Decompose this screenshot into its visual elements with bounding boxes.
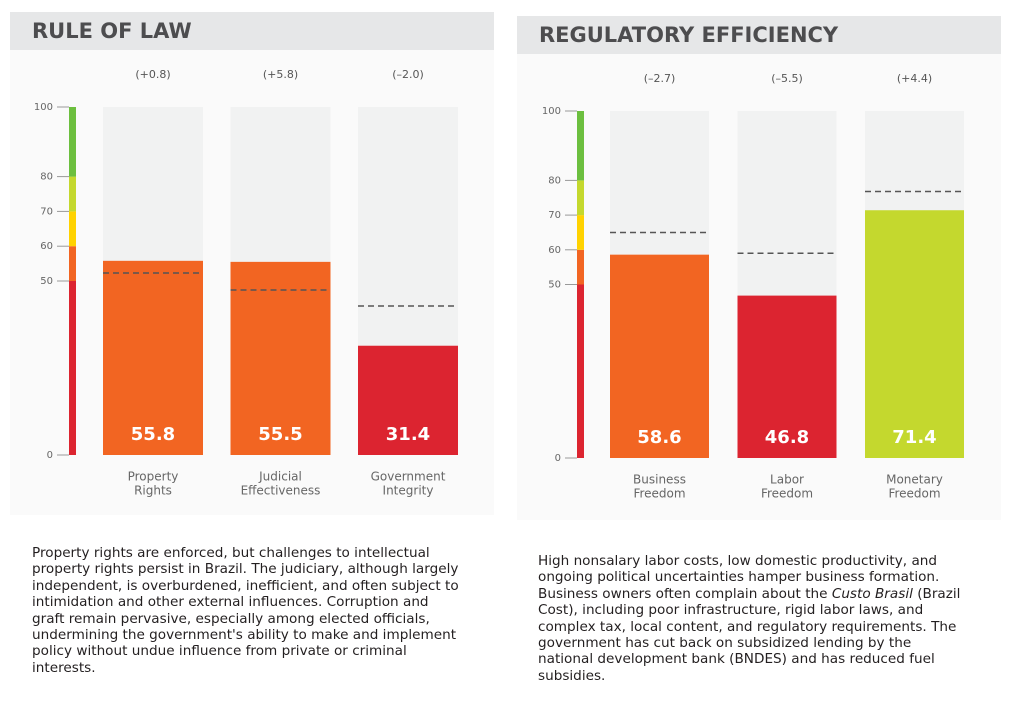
value-label: 58.6: [637, 427, 681, 448]
category-label: Effectiveness: [241, 484, 321, 498]
scale-band: [577, 249, 584, 285]
category-label: Freedom: [633, 487, 685, 501]
change-label: (+0.8): [135, 68, 170, 81]
y-tick-label: 80: [548, 175, 561, 186]
y-tick-label: 80: [40, 172, 53, 183]
category-label: Business: [633, 473, 686, 487]
bar: [230, 261, 331, 455]
header-bar: [517, 16, 1001, 54]
bar: [610, 254, 709, 458]
description-text: Custo Brasil: [831, 585, 913, 602]
change-label: (–2.7): [644, 72, 676, 85]
scale-band: [577, 215, 584, 250]
category-label: Freedom: [761, 487, 813, 501]
value-label: 71.4: [892, 427, 936, 448]
scale-band: [577, 111, 584, 181]
change-label: (–5.5): [771, 72, 803, 85]
category-label: Rights: [134, 484, 172, 498]
y-tick-label: 100: [34, 102, 53, 113]
scale-band: [69, 107, 76, 177]
bar: [358, 345, 458, 455]
header-bar: [10, 12, 494, 50]
category-label: Judicial: [258, 470, 302, 484]
category-label: Labor: [770, 473, 804, 487]
description: Property rights are enforced, but challe…: [32, 545, 464, 676]
bar: [103, 260, 203, 455]
change-label: (–2.0): [392, 68, 424, 81]
scale-band: [577, 180, 584, 216]
category-label: Monetary: [886, 473, 943, 487]
y-tick-label: 70: [548, 210, 561, 221]
value-label: 55.8: [131, 424, 175, 445]
change-label: (+5.8): [263, 68, 298, 81]
value-label: 55.5: [258, 424, 302, 445]
panel-title: REGULATORY EFFICIENCY: [539, 23, 839, 47]
y-tick-label: 50: [548, 280, 561, 291]
scale-band: [69, 246, 76, 281]
panel-title: RULE OF LAW: [32, 19, 192, 43]
description-text: Property rights are enforced, but challe…: [32, 545, 459, 676]
value-label: 46.8: [765, 427, 809, 448]
y-tick-label: 60: [40, 241, 53, 252]
y-tick-label: 60: [548, 245, 561, 256]
category-label: Freedom: [888, 487, 940, 501]
category-label: Government: [371, 470, 446, 484]
description-text: High nonsalary labor costs, low domestic…: [538, 553, 940, 602]
description-text: (Brazil Cost), including poor infrastruc…: [538, 585, 961, 684]
scale-band: [69, 176, 76, 212]
y-tick-label: 100: [542, 106, 561, 117]
change-label: (+4.4): [897, 72, 932, 85]
value-label: 31.4: [386, 424, 430, 445]
scale-band: [69, 211, 76, 247]
y-tick-label: 70: [40, 206, 53, 217]
y-tick-label: 0: [555, 453, 561, 464]
y-tick-label: 0: [47, 450, 53, 461]
category-label: Integrity: [383, 484, 434, 498]
bar: [737, 295, 837, 458]
y-tick-label: 50: [40, 276, 53, 287]
scale-band: [69, 281, 76, 455]
description: High nonsalary labor costs, low domestic…: [538, 553, 970, 684]
scale-band: [577, 284, 584, 458]
bar: [865, 210, 964, 458]
category-label: Property: [128, 470, 179, 484]
